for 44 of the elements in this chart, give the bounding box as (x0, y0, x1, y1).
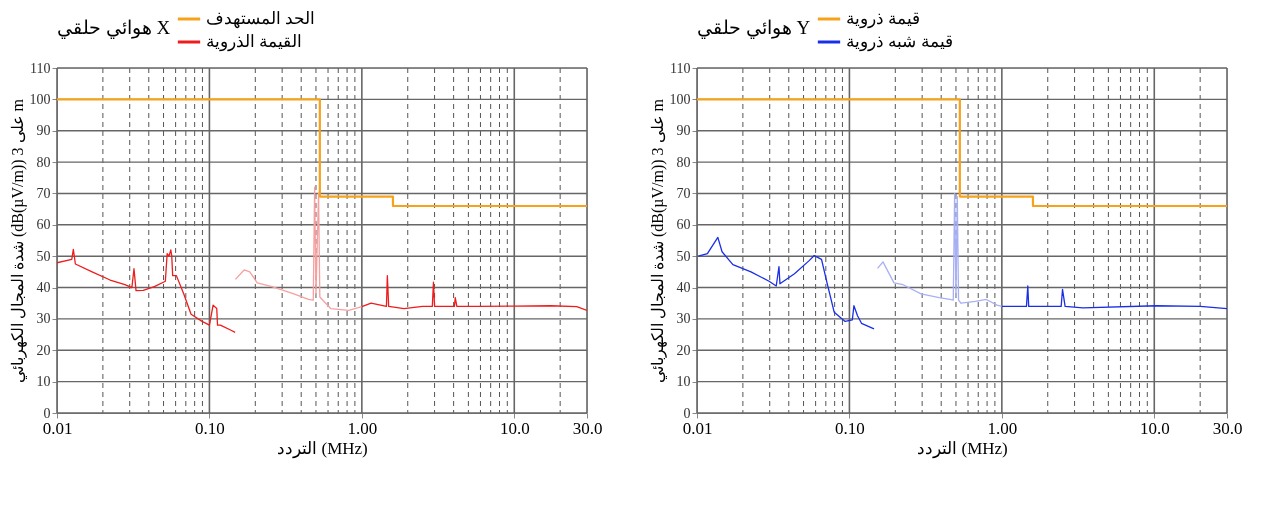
y-tick-label: 110 (30, 60, 51, 76)
x-tick-label: 30.0 (572, 418, 603, 438)
x-tick-label: 1.00 (987, 418, 1018, 438)
x-tick-label: 0.10 (835, 418, 865, 438)
y-tick-label: 60 (36, 217, 51, 233)
y-tick-label: 90 (676, 123, 691, 139)
x-tick-label: 0.10 (195, 418, 225, 438)
y-axis-title: شدة المجال الكهربائي (dB(µV/m)) على 3 m (8, 98, 27, 384)
y-tick-label: 70 (676, 185, 691, 201)
x-tick-label: 0.01 (42, 418, 73, 438)
x-tick-label: 0.01 (682, 418, 713, 438)
y-tick-label: 100 (29, 91, 51, 107)
y-tick-label: 90 (36, 123, 51, 139)
legend-title: هوائي حلقي Y (697, 17, 811, 39)
y-tick-label: 50 (36, 248, 51, 264)
legend-label: الحد المستهدف (206, 9, 316, 29)
x-tick-label: 10.0 (1139, 418, 1170, 438)
y-tick-label: 70 (36, 185, 51, 201)
x-tick-label: 30.0 (1212, 418, 1243, 438)
y-tick-label: 60 (676, 217, 691, 233)
y-tick-label: 30 (36, 311, 51, 327)
y-axis-title: شدة المجال الكهربائي (dB(µV/m)) على 3 m (648, 98, 667, 384)
y-tick-label: 10 (36, 374, 51, 390)
y-tick-label: 40 (36, 280, 51, 296)
x-axis-title: التردد (MHz) (917, 438, 1008, 459)
y-tick-label: 0 (43, 405, 51, 421)
x-axis-title: التردد (MHz) (277, 438, 368, 459)
y-tick-label: 80 (676, 154, 691, 170)
y-tick-label: 100 (669, 91, 691, 107)
y-tick-label: 80 (36, 154, 51, 170)
legend-title: هوائي حلقي X (57, 17, 171, 39)
legend-label: قيمة شبه ذروية (846, 32, 953, 52)
y-tick-label: 30 (676, 311, 691, 327)
x-tick-label: 1.00 (347, 418, 378, 438)
y-tick-label: 20 (676, 342, 691, 358)
y-tick-label: 110 (670, 60, 691, 76)
legend-label: قيمة ذروية (846, 9, 921, 29)
y-tick-label: 40 (676, 280, 691, 296)
x-tick-label: 10.0 (499, 418, 530, 438)
legend-label: القيمة الذروية (206, 32, 303, 52)
y-tick-label: 0 (683, 405, 691, 421)
y-tick-label: 10 (676, 374, 691, 390)
y-tick-label: 50 (676, 248, 691, 264)
y-tick-label: 20 (36, 342, 51, 358)
